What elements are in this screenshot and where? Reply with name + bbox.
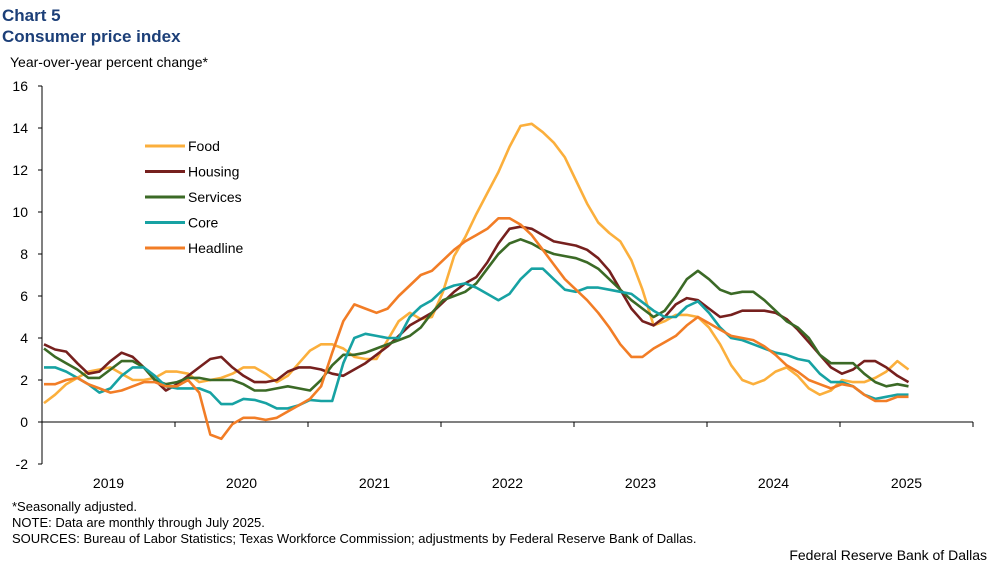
legend-label: Headline bbox=[188, 240, 243, 256]
y-tick-label: 6 bbox=[20, 288, 28, 304]
legend-label: Core bbox=[188, 215, 219, 231]
series-line-food bbox=[43, 122, 910, 405]
sources: SOURCES: Bureau of Labor Statistics; Tex… bbox=[12, 531, 697, 546]
legend-label: Housing bbox=[188, 164, 239, 180]
x-tick-label: 2021 bbox=[359, 475, 390, 491]
x-tick-label: 2023 bbox=[625, 475, 656, 491]
y-tick-label: 4 bbox=[20, 330, 28, 346]
y-tick-label: 8 bbox=[20, 246, 28, 262]
x-tick-label: 2022 bbox=[492, 475, 523, 491]
credit: Federal Reserve Bank of Dallas bbox=[789, 547, 987, 563]
y-tick-label: 0 bbox=[20, 414, 28, 430]
y-tick-label: 2 bbox=[20, 372, 28, 388]
series-line-headline bbox=[44, 217, 909, 441]
x-tick-label: 2025 bbox=[891, 475, 922, 491]
y-tick-label: 10 bbox=[12, 204, 28, 220]
series-line-housing bbox=[43, 225, 910, 392]
chart-title: Consumer price index bbox=[2, 27, 181, 46]
legend-label: Food bbox=[188, 138, 220, 154]
y-tick-label: 16 bbox=[12, 78, 28, 94]
x-tick-label: 2024 bbox=[758, 475, 789, 491]
y-tick-label: -2 bbox=[16, 456, 29, 472]
x-tick-label: 2020 bbox=[226, 475, 257, 491]
series-line-core bbox=[44, 267, 909, 410]
chart-number: Chart 5 bbox=[2, 6, 61, 25]
note: NOTE: Data are monthly through July 2025… bbox=[12, 515, 265, 530]
series-line-services bbox=[43, 238, 909, 392]
legend-label: Services bbox=[188, 189, 242, 205]
x-tick-label: 2019 bbox=[93, 475, 124, 491]
y-axis-label: Year-over-year percent change* bbox=[10, 54, 208, 70]
footnote: *Seasonally adjusted. bbox=[12, 499, 138, 514]
y-tick-label: 14 bbox=[12, 120, 28, 136]
y-tick-label: 12 bbox=[12, 162, 28, 178]
